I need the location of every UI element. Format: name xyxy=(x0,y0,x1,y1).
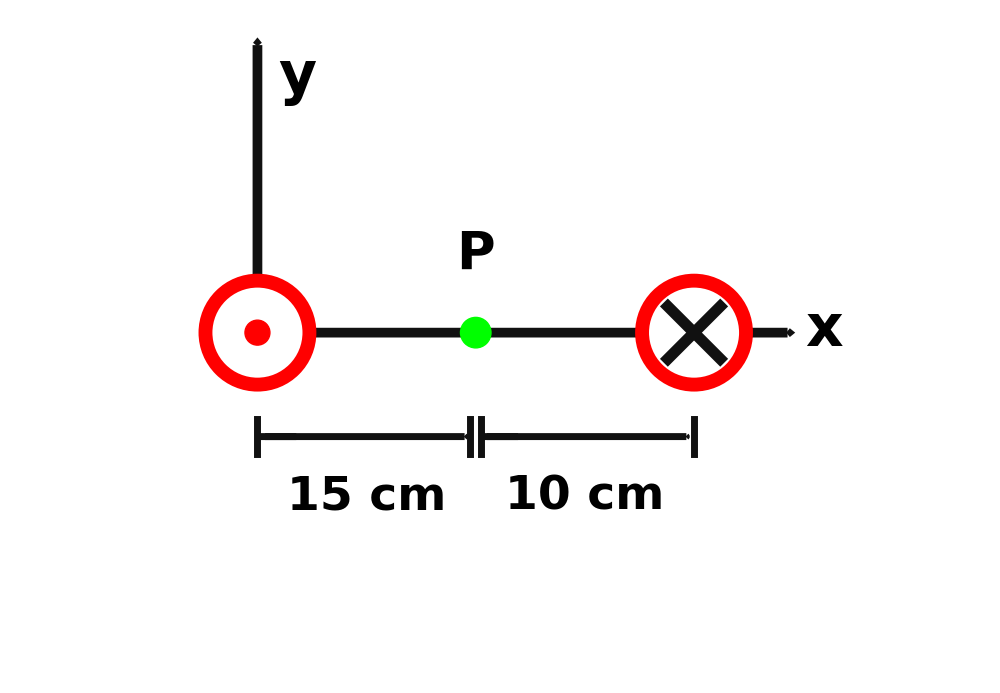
Text: y: y xyxy=(278,49,316,105)
Circle shape xyxy=(245,320,270,345)
Circle shape xyxy=(460,317,491,348)
Text: 10 cm: 10 cm xyxy=(505,475,665,520)
Text: 15 cm: 15 cm xyxy=(287,475,446,520)
Text: x: x xyxy=(805,301,843,358)
Circle shape xyxy=(642,281,746,385)
Text: P: P xyxy=(456,229,495,281)
Circle shape xyxy=(205,281,309,385)
